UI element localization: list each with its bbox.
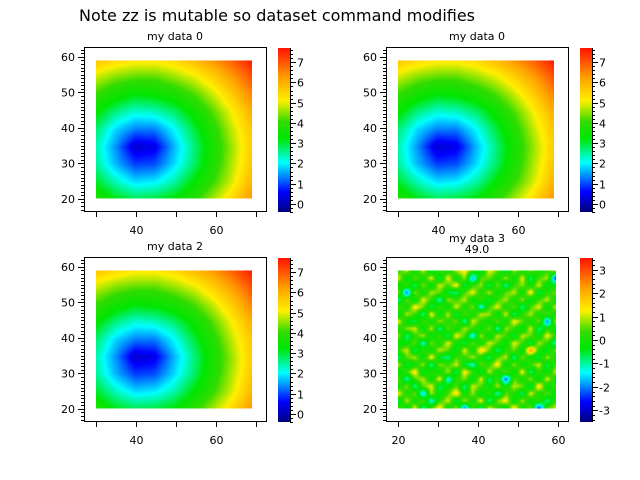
subplot-title: my data 2 — [147, 240, 203, 253]
subplot-title: my data 0 — [449, 30, 505, 43]
plot-frame — [386, 257, 569, 422]
y-tick-label: 40 — [61, 122, 75, 135]
y-tick-label: 60 — [363, 51, 377, 64]
colorbar-tick-label: 6 — [297, 77, 304, 90]
x-tick-label: 40 — [432, 224, 446, 237]
heatmap-image — [398, 270, 556, 409]
colorbar-tick-label: 7 — [297, 267, 304, 280]
y-tick-label: 20 — [61, 193, 75, 206]
colorbar-tick-label: 0 — [599, 335, 606, 348]
x-tick-label: 40 — [130, 434, 144, 447]
y-tick-label: 60 — [363, 261, 377, 274]
colorbar-tick-label: 4 — [297, 118, 304, 131]
colorbar-tick-label: 7 — [599, 57, 606, 70]
colorbar-tick-label: -1 — [599, 358, 610, 371]
colorbar-gradient — [278, 48, 290, 212]
colorbar-tick-label: -3 — [599, 405, 610, 418]
subplot-subtitle: 49.0 — [465, 243, 490, 256]
subplot-title: my data 3 — [449, 232, 505, 245]
subplot-3: 20 30 40 50 60 20 40 60 my data 349.0 -3 -2 -1 0 1 2 3 — [363, 232, 610, 447]
x-tick-label: 60 — [210, 224, 224, 237]
colorbar-tick-label: 1 — [297, 179, 304, 192]
subplot-1: 20 30 40 50 60 40 60 my data 0 0 1 2 3 4 5 6 7 — [363, 30, 606, 237]
colorbar-gradient — [278, 258, 290, 422]
y-tick-label: 60 — [61, 261, 75, 274]
y-tick-label: 50 — [61, 86, 75, 99]
y-tick-label: 50 — [61, 296, 75, 309]
x-tick-label: 20 — [392, 434, 406, 447]
x-tick-label: 40 — [130, 224, 144, 237]
colorbar-tick-label: 3 — [297, 348, 304, 361]
plot-frame — [386, 47, 569, 212]
subplot-2: 20 30 40 50 60 40 60 my data 2 0 1 2 3 4 5 6 7 — [61, 240, 304, 447]
y-tick-label: 40 — [363, 122, 377, 135]
colorbar-tick-label: 2 — [297, 158, 304, 171]
heatmap-image — [96, 60, 252, 199]
colorbar-tick-label: 2 — [599, 158, 606, 171]
y-tick-label: 40 — [363, 332, 377, 345]
y-tick-label: 60 — [61, 51, 75, 64]
colorbar: 0 1 2 3 4 5 6 7 — [580, 48, 606, 213]
colorbar-tick-label: 3 — [297, 138, 304, 151]
colorbar-tick-label: 2 — [297, 368, 304, 381]
plot-frame — [84, 47, 267, 212]
x-tick-label: 60 — [512, 224, 526, 237]
y-tick-label: 30 — [363, 367, 377, 380]
colorbar-tick-label: 0 — [297, 409, 304, 422]
colorbar-gradient — [580, 48, 592, 212]
colorbar-tick-label: 1 — [599, 312, 606, 325]
colorbar-tick-label: 1 — [599, 179, 606, 192]
y-tick-label: 20 — [363, 403, 377, 416]
y-tick-label: 50 — [363, 296, 377, 309]
subplot-0: 20 30 40 50 60 40 60 my data 0 0 1 2 3 4 5 6 7 — [61, 30, 304, 237]
y-tick-label: 40 — [61, 332, 75, 345]
colorbar-tick-label: 4 — [599, 118, 606, 131]
plot-frame — [84, 257, 267, 422]
y-tick-label: 20 — [363, 193, 377, 206]
colorbar-tick-label: 0 — [297, 199, 304, 212]
y-tick-label: 50 — [363, 86, 377, 99]
x-tick-label: 60 — [552, 434, 566, 447]
colorbar-tick-label: 5 — [297, 98, 304, 111]
figure-title: Note zz is mutable so dataset command mo… — [79, 6, 476, 25]
y-tick-label: 30 — [363, 157, 377, 170]
colorbar-tick-label: 7 — [297, 57, 304, 70]
heatmap-image — [96, 270, 252, 409]
colorbar-tick-label: 3 — [599, 138, 606, 151]
x-tick-label: 60 — [210, 434, 224, 447]
colorbar-tick-label: 1 — [297, 389, 304, 402]
colorbar: 0 1 2 3 4 5 6 7 — [278, 48, 304, 213]
colorbar-tick-label: 3 — [599, 265, 606, 278]
colorbar-tick-label: 2 — [599, 288, 606, 301]
y-tick-label: 30 — [61, 157, 75, 170]
x-tick-label: 40 — [472, 434, 486, 447]
colorbar-tick-label: 6 — [599, 77, 606, 90]
colorbar-tick-label: 5 — [599, 98, 606, 111]
colorbar-tick-label: 0 — [599, 199, 606, 212]
colorbar: -3 -2 -1 0 1 2 3 — [580, 258, 610, 422]
y-tick-label: 20 — [61, 403, 75, 416]
colorbar-tick-label: 4 — [297, 328, 304, 341]
subplot-title: my data 0 — [147, 30, 203, 43]
colorbar-gradient — [580, 258, 592, 422]
colorbar-tick-label: -2 — [599, 382, 610, 395]
colorbar: 0 1 2 3 4 5 6 7 — [278, 258, 304, 423]
colorbar-tick-label: 5 — [297, 308, 304, 321]
heatmap-image — [398, 60, 554, 199]
y-tick-label: 30 — [61, 367, 75, 380]
colorbar-tick-label: 6 — [297, 287, 304, 300]
